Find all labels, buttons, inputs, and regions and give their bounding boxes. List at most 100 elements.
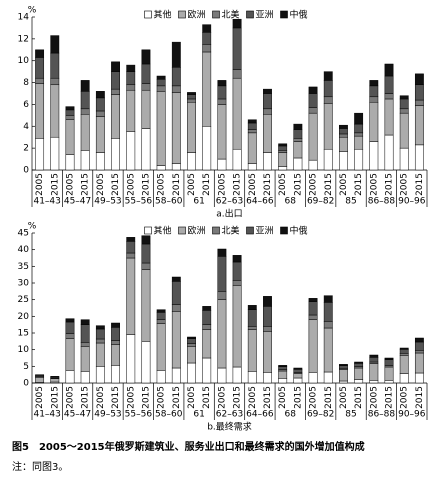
group-label: 49–53 bbox=[94, 197, 121, 207]
x-tick-label: 2005 bbox=[309, 173, 319, 196]
bar-segment bbox=[232, 261, 242, 281]
bar-segment bbox=[339, 133, 348, 138]
bar-segment bbox=[369, 357, 379, 363]
bar-segment bbox=[232, 27, 242, 70]
bar-segment bbox=[202, 126, 212, 171]
bar-segment bbox=[414, 144, 424, 171]
bar-segment bbox=[187, 336, 196, 339]
bar-segment bbox=[65, 321, 75, 334]
legend-label: 欧洲 bbox=[188, 9, 206, 21]
bar-segment bbox=[323, 321, 333, 329]
x-tick-label: 2015 bbox=[293, 173, 303, 196]
bar-segment bbox=[247, 309, 257, 327]
bar-segment bbox=[308, 314, 318, 320]
x-tick-label: 2015 bbox=[385, 386, 395, 409]
bar-segment bbox=[247, 122, 257, 130]
y-tick-label: 15 bbox=[18, 329, 29, 339]
bar-segment bbox=[50, 376, 60, 378]
bar-segment bbox=[50, 35, 60, 54]
group-label: 41–43 bbox=[33, 410, 60, 420]
bar-segment bbox=[202, 51, 212, 127]
bar-segment bbox=[278, 166, 288, 171]
bar-segment bbox=[111, 365, 120, 384]
bar-segment bbox=[354, 363, 364, 367]
bar-segment bbox=[384, 63, 394, 77]
bar-segment bbox=[384, 357, 394, 360]
bar-segment bbox=[339, 380, 348, 384]
group-label: 86–88 bbox=[368, 410, 396, 420]
bar-segment bbox=[50, 136, 60, 171]
bar-segment bbox=[202, 329, 212, 359]
y-axis-unit: % bbox=[28, 222, 37, 232]
bar-segment bbox=[141, 243, 151, 264]
bar-segment bbox=[339, 136, 348, 152]
x-tick-label: 2005 bbox=[96, 386, 106, 409]
x-tick-label: 2015 bbox=[202, 386, 212, 409]
x-tick-label: 2005 bbox=[65, 173, 75, 196]
bar-segment bbox=[369, 141, 379, 171]
group-label: 90–96 bbox=[398, 410, 426, 420]
bar-segment bbox=[308, 86, 318, 94]
bar-segment bbox=[247, 329, 257, 372]
bar-segment bbox=[156, 79, 166, 87]
bar-segment bbox=[35, 374, 45, 376]
x-tick-label: 2005 bbox=[187, 386, 197, 409]
x-tick-label: 2005 bbox=[339, 386, 349, 409]
bar-segment bbox=[293, 377, 303, 384]
bar-segment bbox=[323, 148, 333, 171]
group-label: 58–60 bbox=[155, 197, 183, 207]
y-tick-label: 4 bbox=[23, 122, 29, 132]
group-label: 86–88 bbox=[368, 197, 396, 207]
bar-segment bbox=[80, 371, 90, 384]
bar-segment bbox=[339, 369, 348, 382]
bar-segment bbox=[80, 150, 90, 171]
chart-subtitle: a.出口 bbox=[216, 208, 242, 220]
bar-segment bbox=[384, 134, 394, 171]
bar-segment bbox=[247, 119, 257, 124]
y-tick-label: 8 bbox=[23, 78, 29, 88]
group-label: 58–60 bbox=[155, 410, 183, 420]
bar-segment bbox=[126, 131, 136, 171]
legend-label: 中俄 bbox=[290, 225, 308, 237]
bar-segment bbox=[263, 372, 272, 384]
bar-segment bbox=[156, 323, 166, 371]
bar-segment bbox=[354, 148, 364, 171]
bar-segment bbox=[354, 135, 364, 150]
x-tick-label: 2005 bbox=[157, 173, 167, 196]
bar-segment bbox=[50, 52, 60, 79]
bar-segment bbox=[187, 343, 196, 347]
bar-segment bbox=[293, 367, 303, 370]
bar-segment bbox=[187, 346, 196, 364]
bar-segment bbox=[414, 352, 424, 374]
bar-segment bbox=[126, 237, 136, 242]
bar-segment bbox=[35, 377, 45, 383]
bar-segment bbox=[308, 93, 318, 108]
bar-segment bbox=[187, 98, 196, 103]
bar-segment bbox=[369, 85, 379, 98]
bar-segment bbox=[50, 378, 60, 383]
x-tick-label: 2015 bbox=[385, 173, 395, 196]
y-tick-label: 10 bbox=[18, 345, 30, 355]
x-tick-label: 2015 bbox=[81, 173, 91, 196]
bar-segment bbox=[399, 108, 409, 114]
bar-segment bbox=[202, 24, 212, 33]
bar-segment bbox=[95, 152, 105, 171]
caption: 图5 2005～2015年俄罗斯建筑业、服务业出口和最终需求的国外增加值构成 bbox=[12, 440, 365, 453]
x-tick-label: 2015 bbox=[111, 173, 121, 196]
bar-segment bbox=[293, 373, 303, 379]
x-tick-label: 2015 bbox=[233, 173, 243, 196]
x-tick-label: 2005 bbox=[217, 173, 227, 196]
group-label: 49–53 bbox=[94, 410, 121, 420]
bar-segment bbox=[232, 280, 242, 286]
x-tick-label: 2015 bbox=[172, 173, 182, 196]
bar-segment bbox=[323, 96, 333, 104]
y-tick-label: 14 bbox=[18, 13, 30, 23]
y-tick-label: 2 bbox=[23, 144, 29, 154]
bar-segment bbox=[111, 94, 120, 139]
bar-segment bbox=[126, 334, 136, 384]
bar-segment bbox=[354, 367, 364, 380]
bar-segment bbox=[278, 370, 288, 379]
x-tick-label: 2015 bbox=[141, 173, 151, 196]
bar-segment bbox=[414, 341, 424, 351]
group-label: 69–82 bbox=[307, 410, 334, 420]
